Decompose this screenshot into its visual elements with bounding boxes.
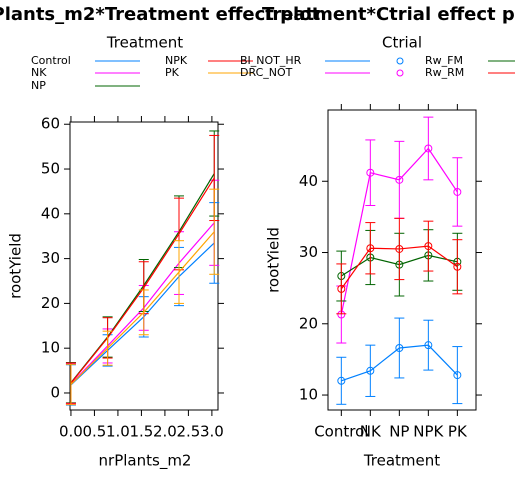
x-tick-label: 1.0 [106,423,130,441]
point [453,371,462,380]
point [395,344,404,353]
x-tick-label: NPK [413,423,444,441]
point [366,168,375,177]
legend-label: PK [165,66,180,79]
y-tick-label: 60 [41,115,60,133]
legend-point [396,57,404,65]
x-tick-label: NK [360,423,382,441]
y-tick-label: 10 [41,339,60,357]
x-tick-label: Control [314,423,368,441]
panel-frame [327,109,477,411]
legend-label: NPK [165,54,188,67]
point [395,244,404,253]
point [366,244,375,253]
x-tick-label: 0.5 [83,423,107,441]
y-tick-label: 20 [41,294,60,312]
x-tick-label: 0.0 [59,423,83,441]
chart-title: nrPlants_m2*Treatment effect plot [0,4,321,25]
x-tick-label: 2.5 [176,423,200,441]
legend-label: BI_NOT_HR [240,54,302,67]
y-tick-label: 10 [299,386,318,404]
point [424,242,433,251]
y-tick-label: 40 [299,172,318,190]
y-axis-label: rootYield [265,227,283,293]
series-line [70,222,215,385]
legend-title: Treatment [106,34,183,52]
x-tick-label: 1.5 [129,423,153,441]
point [424,341,433,350]
x-axis-label: nrPlants_m2 [99,452,192,471]
point [395,175,404,184]
point [453,262,462,271]
legend-label: NK [31,66,47,79]
legend-point [396,69,404,77]
x-axis-label: Treatment [363,452,440,470]
y-tick-label: 20 [299,314,318,332]
legend-label: NP [31,79,46,92]
point [424,144,433,153]
y-axis-label: rootYield [7,233,25,299]
y-tick-label: 30 [41,249,60,267]
y-tick-label: 0 [50,383,60,401]
legend-label: Rw_RM [425,66,464,79]
legend-label: DRC_NOT [240,66,293,79]
point [337,376,346,385]
legend-label: Rw_FM [425,54,463,67]
y-tick-label: 50 [41,160,60,178]
y-tick-label: 30 [299,243,318,261]
x-tick-label: NP [389,423,409,441]
chart-title: Treatment*Ctrial effect plot [262,4,515,25]
x-tick-label: 2.0 [153,423,177,441]
x-tick-label: 3.0 [200,423,224,441]
point [366,366,375,375]
x-tick-label: PK [448,423,468,441]
point [337,284,346,293]
legend-title: Ctrial [382,34,422,52]
panel-frame [69,121,219,411]
point [453,187,462,196]
series-line [70,173,215,384]
y-tick-label: 40 [41,204,60,222]
legend-label: Control [31,54,71,67]
